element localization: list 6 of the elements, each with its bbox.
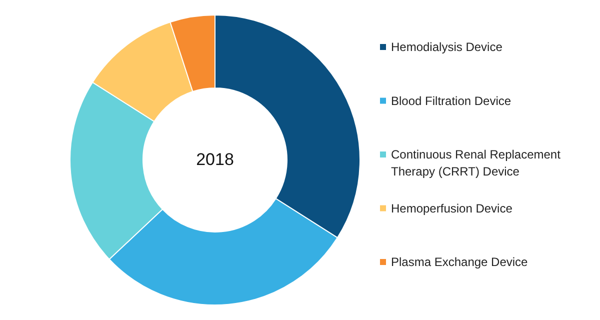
legend-label: Blood Filtration Device [391, 94, 512, 108]
text: 2018 [196, 150, 234, 169]
legend-label: Continuous Renal Replacement Therapy (CRRT) Device [391, 148, 562, 178]
legend-label: Hemodialysis Device [391, 40, 503, 54]
legend-label: Hemoperfusion Device [391, 201, 513, 216]
legend-label: Plasma Exchange Device [391, 255, 528, 269]
